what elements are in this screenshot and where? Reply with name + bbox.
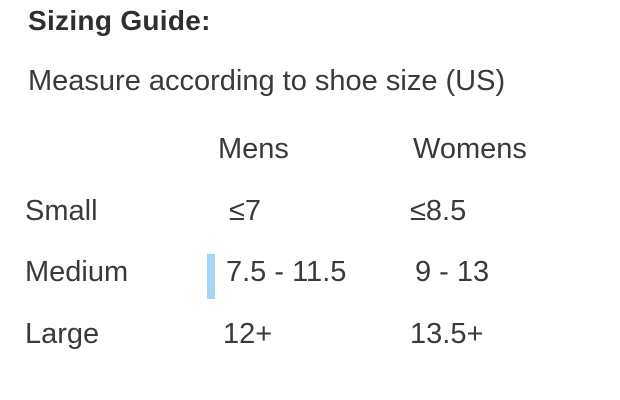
row-label-medium: Medium: [25, 256, 129, 288]
cell-medium-mens: 7.5 - 11.5: [207, 254, 347, 299]
cell-large-mens: 12+: [223, 318, 273, 350]
table-row-large: Large 12+ 13.5+: [0, 320, 620, 366]
row-label-large: Large: [25, 318, 100, 350]
cell-medium-mens-value: 7.5 - 11.5: [226, 256, 347, 288]
cell-large-womens: 13.5+: [410, 318, 484, 350]
text-selection-cursor: [207, 254, 215, 299]
cell-small-womens: ≤8.5: [410, 195, 467, 227]
row-label-small: Small: [25, 195, 98, 227]
column-header-womens: Womens: [413, 133, 527, 165]
cell-medium-womens: 9 - 13: [415, 256, 490, 288]
sizing-guide-heading: Sizing Guide:: [28, 5, 211, 36]
column-header-mens: Mens: [218, 133, 289, 165]
table-row-small: Small ≤7 ≤8.5: [0, 197, 620, 243]
sizing-guide-subtitle: Measure according to shoe size (US): [28, 65, 506, 97]
table-header-row: Mens Womens: [0, 135, 620, 181]
table-row-medium: Medium 7.5 - 11.5 9 - 13: [0, 254, 620, 304]
cell-small-mens: ≤7: [229, 195, 262, 227]
